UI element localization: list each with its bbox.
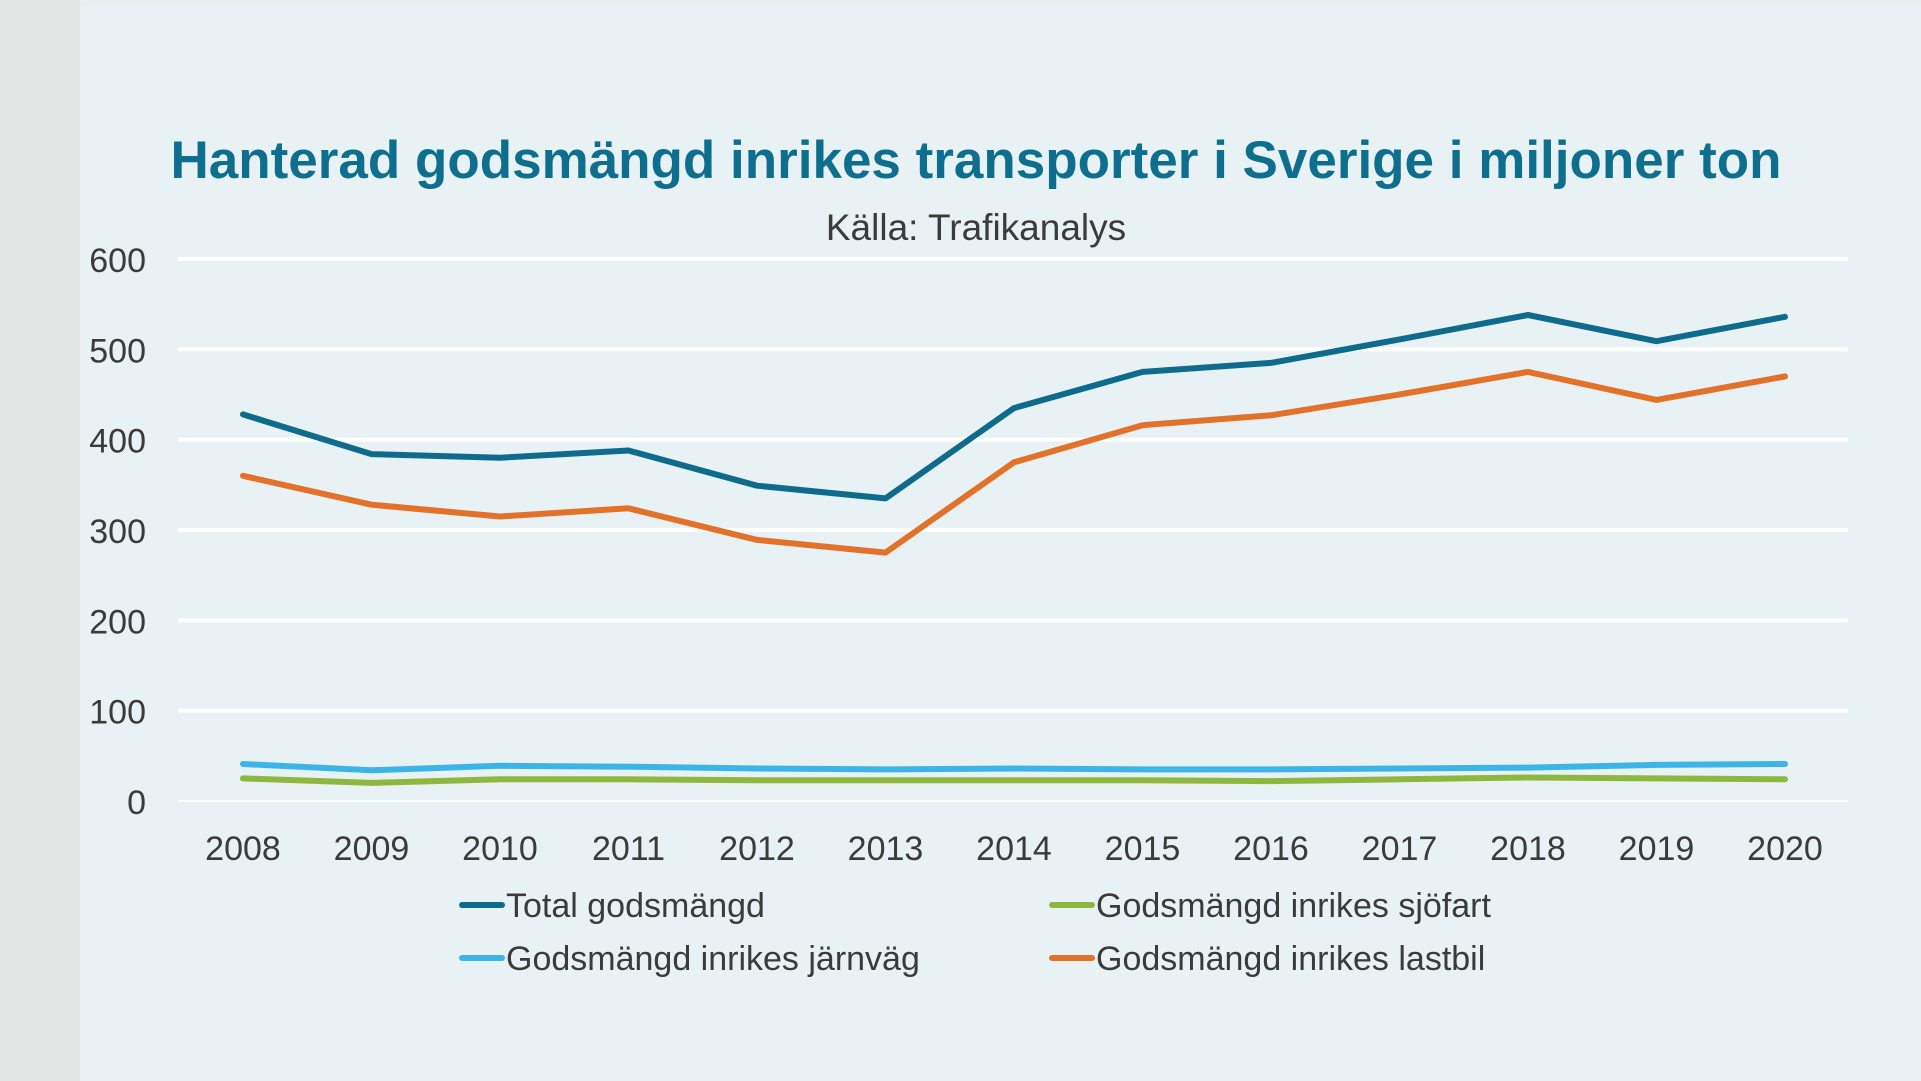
- x-tick-label: 2017: [1362, 830, 1438, 868]
- y-tick-label: 500: [89, 332, 146, 370]
- chart-subtitle: Källa: Trafikanalys: [826, 207, 1126, 248]
- legend: Total godsmängd Godsmängd inrikes sjöfart…: [459, 887, 1492, 978]
- series-line-1: [240, 312, 1788, 502]
- y-tick-label: 100: [89, 694, 146, 732]
- x-axis-ticks: 2008 2009 2010 2011 2012 2013 2014 2015 2016 2017…: [205, 830, 1823, 868]
- x-tick-label: 2016: [1233, 830, 1309, 868]
- series-lines: [240, 312, 1788, 786]
- legend-label: Godsmängd inrikes sjöfart: [1096, 887, 1492, 925]
- series-line-4: [240, 368, 1788, 556]
- x-tick-label: 2009: [334, 830, 410, 868]
- x-tick-label: 2008: [205, 830, 281, 868]
- series-line-3: [240, 761, 1788, 774]
- legend-label: Total godsmängd: [506, 887, 765, 925]
- y-tick-label: 0: [127, 784, 146, 822]
- x-tick-label: 2012: [719, 830, 795, 868]
- x-tick-label: 2010: [462, 830, 538, 868]
- x-tick-label: 2013: [848, 830, 924, 868]
- y-axis-ticks: 0 100 200 300 400 500 600: [89, 242, 146, 822]
- chart-panel: [80, 6, 1921, 1081]
- y-tick-label: 200: [89, 603, 146, 641]
- x-tick-label: 2018: [1490, 830, 1566, 868]
- x-tick-label: 2015: [1105, 830, 1181, 868]
- chart-title: Hanterad godsmängd inrikes transporter i…: [171, 131, 1782, 190]
- series-line-2: [240, 774, 1788, 786]
- x-tick-label: 2019: [1619, 830, 1695, 868]
- legend-label: Godsmängd inrikes järnväg: [506, 940, 920, 978]
- x-tick-label: 2011: [592, 830, 665, 868]
- y-tick-label: 300: [89, 513, 146, 551]
- legend-label: Godsmängd inrikes lastbil: [1096, 940, 1485, 978]
- x-tick-label: 2014: [976, 830, 1052, 868]
- y-tick-label: 600: [89, 242, 146, 280]
- y-tick-label: 400: [89, 423, 146, 461]
- grid-lines: [178, 257, 1848, 802]
- x-tick-label: 2020: [1747, 830, 1823, 868]
